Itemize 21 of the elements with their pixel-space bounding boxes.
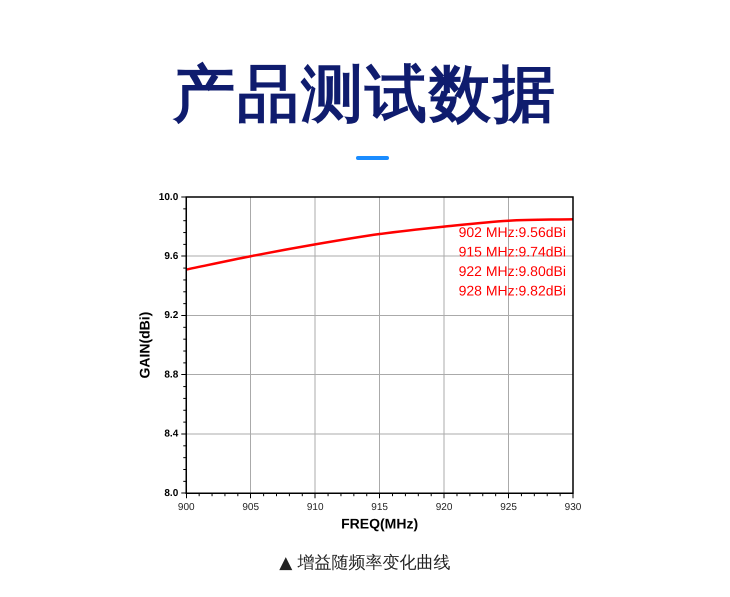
annotation: 915 MHz:9.74dBi [458, 243, 566, 260]
x-tick-label: 905 [242, 502, 260, 513]
chart-title: 产品测试数据 [172, 56, 558, 132]
y-tick-label: 8.0 [164, 488, 179, 499]
y-tick-label: 9.6 [164, 250, 179, 262]
y-tick-label: 8.8 [164, 369, 179, 380]
text: ▲ 增益随频率变化曲线 [278, 552, 452, 574]
annotation: 902 MHz:9.56dBi [458, 224, 566, 240]
x-tick-label: 930 [564, 502, 582, 513]
annotation: 922 MHz:9.80dBi [458, 262, 566, 279]
x-tick-label: 910 [306, 502, 324, 513]
y-tick-label: 10.0 [158, 192, 179, 203]
y-axis-title: GAIN(dBi) [136, 312, 152, 379]
x-axis-title: FREQ(MHz) [341, 515, 418, 532]
x-tick-label: 900 [178, 502, 196, 513]
x-tick-label: 925 [500, 502, 518, 513]
x-tick-label: 920 [436, 502, 453, 513]
y-tick-label: 8.4 [164, 428, 179, 440]
x-tick-label: 915 [371, 502, 388, 513]
annotation: 928 MHz:9.82dBi [458, 282, 566, 298]
y-tick-label: 9.2 [164, 310, 179, 322]
